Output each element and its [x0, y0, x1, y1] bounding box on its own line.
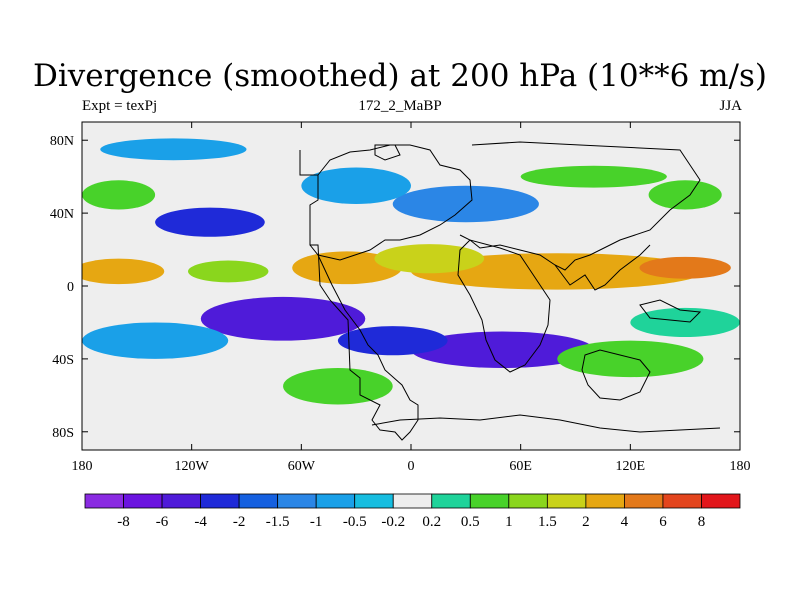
x-tick-label: 60E [509, 459, 532, 474]
colorbar-label: 0.2 [422, 514, 441, 530]
colorbar: -8 -6 -4 -2 -1.5 -1 -0.5 -0.2 0.2 0.5 1 1.5 2 4 6 8 [84, 493, 741, 530]
colorbar-swatch [546, 493, 587, 509]
contour-field-12 [283, 368, 393, 405]
contour-field-7 [411, 331, 594, 368]
y-tick-label: 80N [50, 134, 74, 149]
contour-field-10 [82, 322, 229, 359]
coastline-australia [581, 349, 651, 401]
coastline-africa [457, 239, 551, 373]
colorbar-swatch [701, 493, 741, 509]
colorbar-swatch [431, 493, 471, 509]
colorbar-label: -0.5 [343, 514, 367, 530]
season-label: JJA [719, 98, 742, 114]
plot-title: Divergence (smoothed) at 200 hPa (10**6 … [33, 58, 767, 94]
x-tick-label: 0 [408, 459, 415, 474]
colorbar-swatch [508, 493, 548, 509]
colorbar-label: 1.5 [538, 514, 557, 530]
colorbar-swatch [277, 493, 317, 509]
colorbar-swatch [469, 493, 510, 509]
x-tick-label: 60W [288, 459, 316, 474]
colorbar-swatch [624, 493, 664, 509]
colorbar-label: 0.5 [461, 514, 480, 530]
colorbar-label: -8 [117, 514, 130, 530]
colorbar-label: -4 [194, 514, 207, 530]
coastline-eurasia [459, 141, 701, 271]
contour-field-13 [630, 307, 740, 338]
y-tick-label: 40S [52, 353, 74, 368]
x-tick-label: 120E [616, 459, 646, 474]
colorbar-label: -2 [233, 514, 246, 530]
contour-field-6 [200, 296, 366, 341]
colorbar-label: 6 [659, 514, 667, 530]
contour-field-8 [337, 326, 448, 356]
colorbar-swatch [392, 493, 433, 509]
contour-field-19 [100, 138, 247, 161]
contour-field-18 [648, 180, 722, 210]
contour-field-17 [301, 167, 411, 204]
coastline-greenland [374, 144, 401, 161]
coastline-arabia-india [554, 244, 651, 291]
contour-field-5 [374, 244, 485, 274]
experiment-label: Expt = texPj [82, 98, 158, 114]
coastline-americas [299, 150, 419, 441]
colorbar-label: -6 [156, 514, 169, 530]
contour-field-16 [392, 185, 539, 223]
colorbar-label: -0.2 [381, 514, 405, 530]
colorbar-swatch [662, 493, 702, 509]
contour-field-11 [557, 340, 704, 378]
x-tick-label: 180 [72, 459, 93, 474]
colorbar-swatch [585, 493, 625, 509]
y-tick-label: 80S [52, 426, 74, 441]
coastline-maritime [639, 299, 702, 323]
colorbar-swatch [123, 493, 163, 509]
contour-field-14 [82, 180, 156, 210]
colorbar-swatch [315, 493, 356, 509]
colorbar-swatch [238, 493, 279, 509]
colorbar-label: 1 [505, 514, 513, 530]
colorbar-swatch [200, 493, 240, 509]
run-id-label: 172_2_MaBP [358, 98, 442, 114]
colorbar-label: 8 [698, 514, 706, 530]
contour-field-15 [520, 165, 667, 188]
y-tick-label: 40N [50, 207, 74, 222]
contour-field-2 [82, 258, 165, 285]
coastline-antarctica [371, 414, 721, 433]
colorbar-swatch [354, 493, 394, 509]
colorbar-label: -1 [310, 514, 323, 530]
y-tick-label: 0 [67, 280, 74, 295]
colorbar-label: -1.5 [266, 514, 290, 530]
axes: 180 120W 60W 0 60E 120E 180 80N 40N 0 40S 80S [50, 122, 751, 474]
colorbar-label: 4 [621, 514, 629, 530]
x-tick-label: 120W [175, 459, 210, 474]
colorbar-swatch [161, 493, 201, 509]
x-tick-label: 180 [730, 459, 751, 474]
contour-field-3 [639, 256, 731, 279]
colorbar-label: 2 [582, 514, 590, 530]
coastlines [299, 141, 721, 441]
coastline-north-america [317, 144, 473, 261]
contour-field-9 [155, 207, 265, 237]
contour-field-4 [188, 260, 269, 283]
colorbar-swatch [84, 493, 124, 509]
